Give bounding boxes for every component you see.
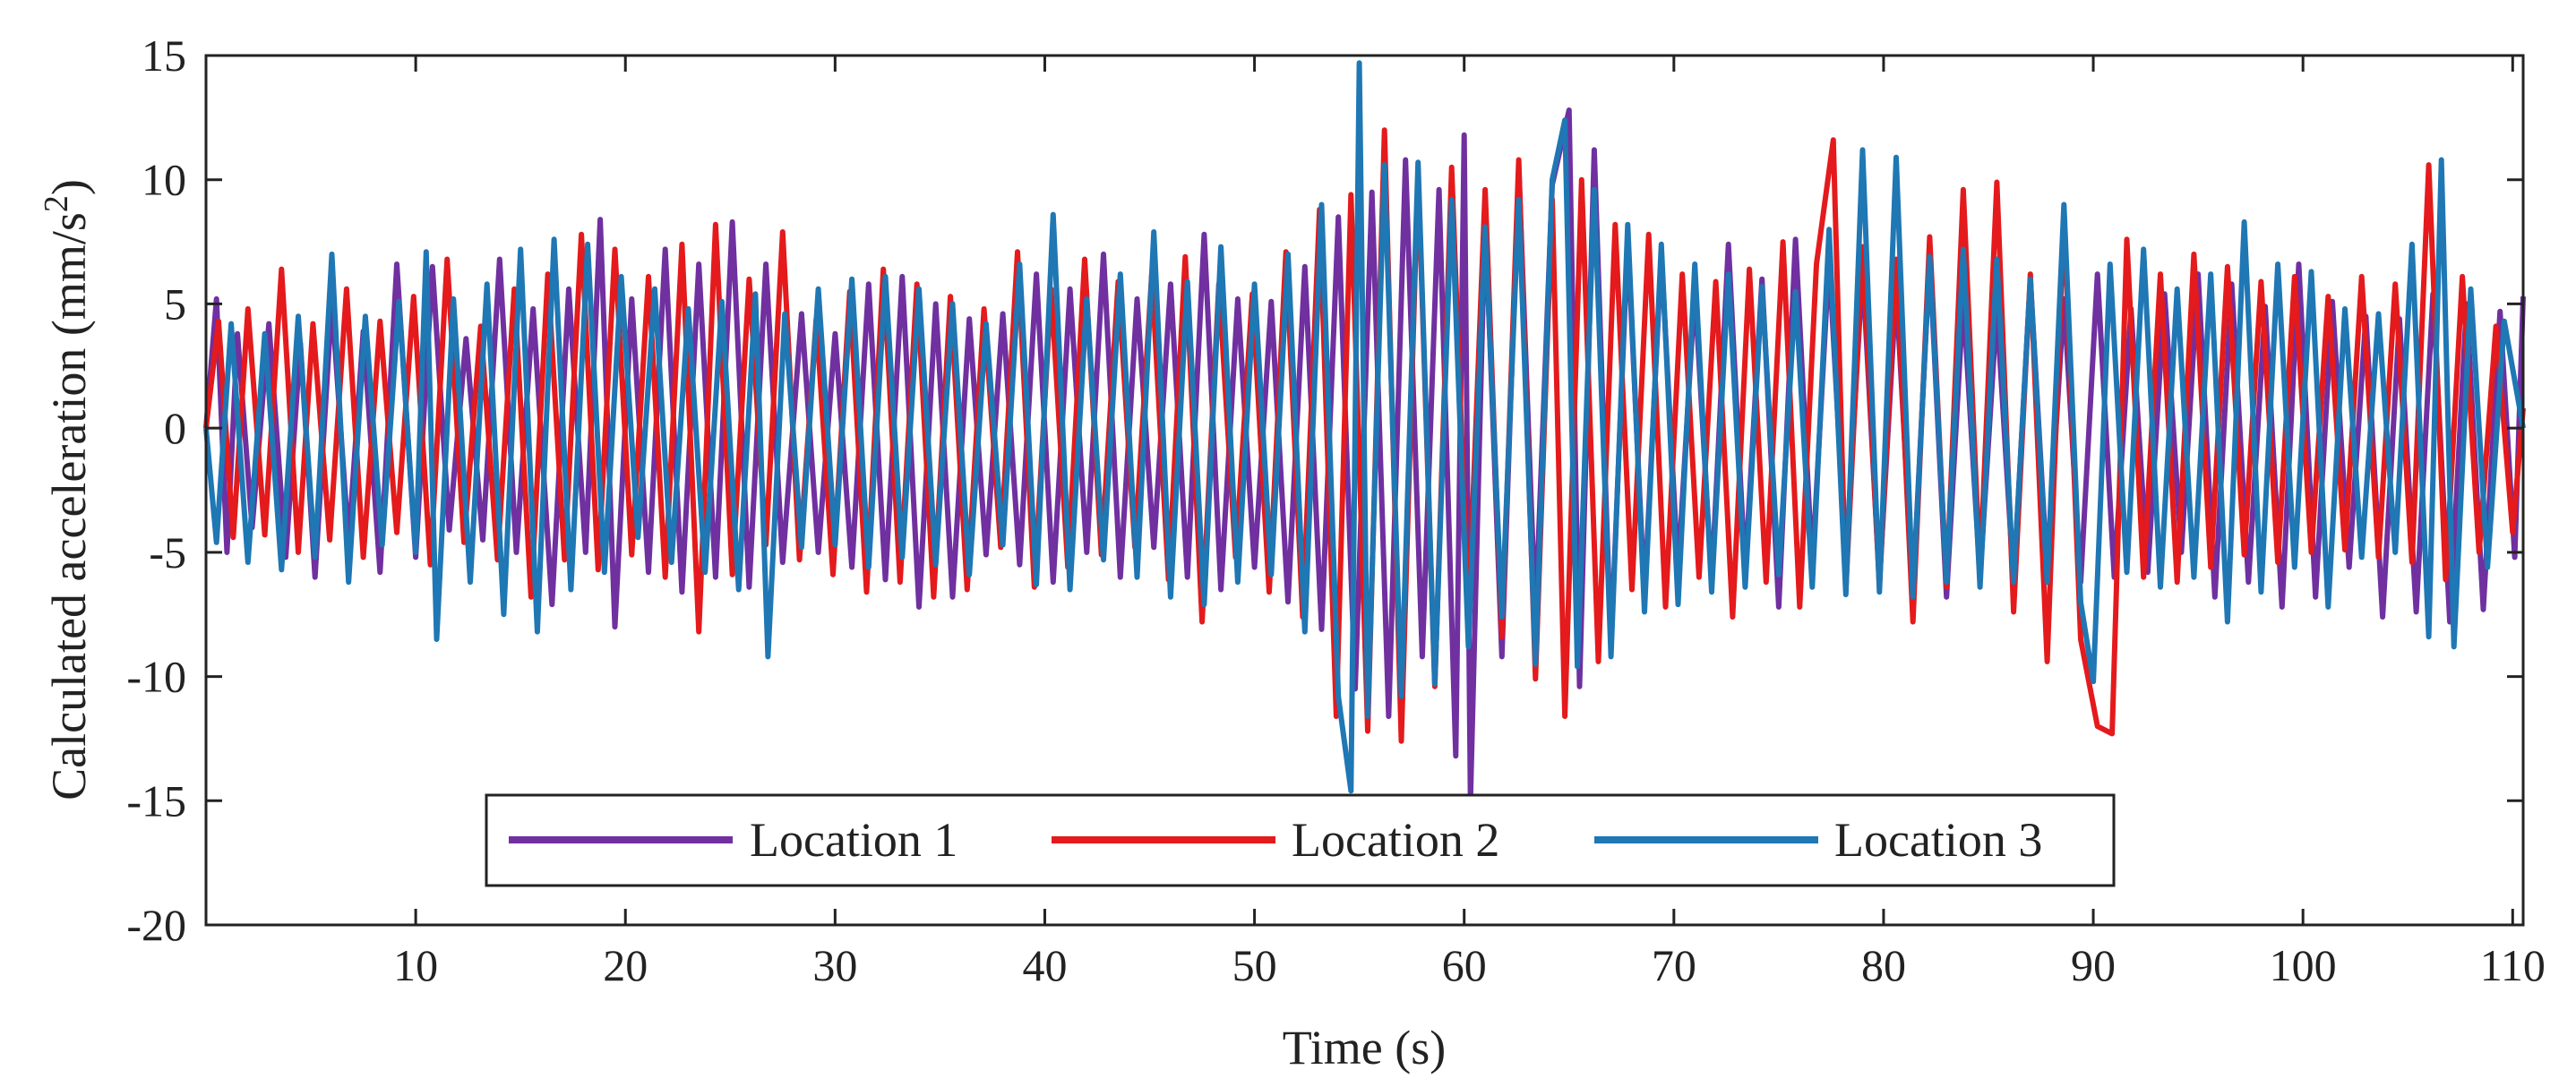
legend-label-location-2: Location 2 [1292, 813, 1499, 867]
y-axis-label-close: ) [42, 179, 96, 195]
y-tick-label: 5 [164, 278, 186, 329]
legend-label-location-3: Location 3 [1834, 813, 2042, 867]
x-tick-label: 70 [1652, 940, 1696, 990]
x-tick-label: 40 [1022, 940, 1067, 990]
x-tick-label: 10 [393, 940, 438, 990]
y-axis-label: Calculated acceleration (mm/s2) [38, 179, 96, 800]
series-line-location-2 [203, 127, 2526, 744]
legend: Location 1 Location 2 Location 3 [485, 793, 2116, 887]
y-tick-label: 10 [142, 155, 186, 205]
x-tick-label: 80 [1861, 940, 1906, 990]
y-axis-label-superscript: 2 [38, 195, 75, 212]
y-tick-label: -10 [126, 652, 186, 702]
plot-area [203, 60, 2526, 804]
axis-ticks [206, 54, 2523, 927]
y-tick-label: 0 [164, 403, 186, 453]
x-tick-label: 60 [1442, 940, 1487, 990]
y-tick-label: -15 [126, 775, 186, 826]
y-tick-label: -5 [149, 527, 186, 578]
tick-labels: 10 20 30 40 50 60 70 80 90 100 110151050-5-10-15-2… [126, 30, 2546, 990]
x-tick-label: 50 [1232, 940, 1277, 990]
x-tick-label: 30 [812, 940, 857, 990]
series-line-location-3 [203, 60, 2526, 794]
legend-label-location-1: Location 1 [750, 813, 957, 867]
x-axis-label: Time (s) [1283, 1021, 1447, 1074]
legend-box [485, 793, 2116, 887]
axes-frame [204, 54, 2525, 927]
x-tick-label: 100 [2270, 940, 2337, 990]
y-tick-label: -20 [126, 900, 186, 950]
y-axis-label-main: Calculated acceleration (mm/s [42, 212, 96, 800]
x-tick-label: 110 [2480, 940, 2546, 990]
x-tick-label: 20 [603, 940, 648, 990]
y-tick-label: 15 [142, 30, 186, 81]
x-tick-label: 90 [2071, 940, 2116, 990]
